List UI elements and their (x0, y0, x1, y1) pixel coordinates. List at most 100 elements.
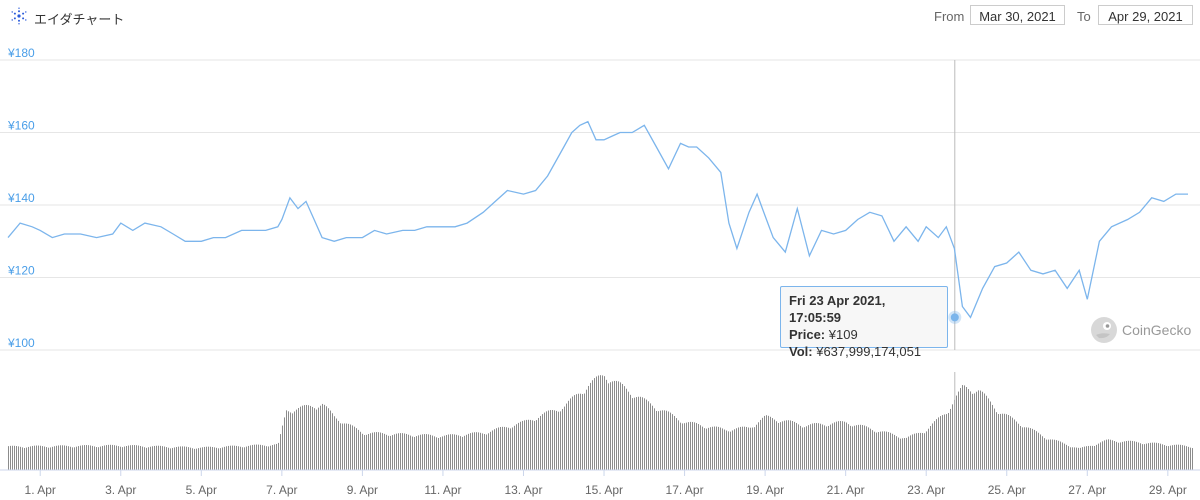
volume-bar (936, 419, 937, 470)
to-date-input[interactable]: Apr 29, 2021 (1098, 5, 1193, 25)
volume-bar (168, 447, 169, 470)
volume-bar (384, 433, 385, 470)
volume-bar (508, 427, 509, 470)
volume-bar (404, 433, 405, 470)
volume-bar (1120, 442, 1121, 470)
volume-bar (540, 415, 541, 470)
volume-bar (462, 436, 463, 470)
volume-bar (526, 419, 527, 470)
volume-bar (766, 415, 767, 470)
volume-bar (582, 393, 583, 470)
from-date-input[interactable]: Mar 30, 2021 (970, 5, 1065, 25)
x-tick-label: 3. Apr (105, 483, 136, 497)
volume-bar (26, 447, 27, 470)
volume-bar (1078, 447, 1079, 470)
volume-bar (82, 445, 83, 470)
volume-bar (606, 379, 607, 470)
volume-bar (780, 422, 781, 470)
volume-bar (684, 423, 685, 470)
volume-bar (852, 426, 853, 470)
volume-bar (718, 426, 719, 470)
volume-bar (616, 380, 617, 470)
volume-bar (10, 445, 11, 470)
tooltip-vol-label: Vol: (789, 344, 813, 359)
volume-bar (1044, 438, 1045, 470)
coingecko-credit[interactable]: CoinGecko (1090, 316, 1191, 344)
volume-bar (588, 385, 589, 470)
volume-bar (288, 411, 289, 470)
volume-bar (1024, 427, 1025, 470)
volume-bar (328, 408, 329, 470)
volume-bar (1020, 426, 1021, 470)
volume-bar (1004, 413, 1005, 470)
x-tick-label: 9. Apr (347, 483, 378, 497)
volume-bar (396, 433, 397, 470)
volume-bar (506, 427, 507, 470)
volume-bar (1088, 445, 1089, 470)
volume-bar (154, 445, 155, 470)
volume-bar (1076, 447, 1077, 470)
volume-bar (602, 375, 603, 470)
volume-bar (454, 434, 455, 470)
volume-bar (1074, 447, 1075, 470)
volume-bar (266, 446, 267, 470)
volume-bar (152, 446, 153, 470)
price-series-line[interactable] (7, 120, 1188, 319)
volume-bar (34, 445, 35, 470)
volume-bar (728, 431, 729, 470)
volume-bar (984, 393, 985, 470)
volume-bar (280, 434, 281, 470)
volume-bar (554, 410, 555, 470)
volume-bar (704, 428, 705, 470)
to-label: To (1077, 9, 1091, 24)
volume-bar (498, 427, 499, 470)
volume-bar (528, 419, 529, 470)
volume-bar (836, 421, 837, 470)
volume-bar (764, 415, 765, 470)
volume-bar (278, 442, 279, 470)
volume-bar (1082, 447, 1083, 470)
volume-bar (16, 446, 17, 470)
volume-bar (340, 423, 341, 470)
volume-bar (256, 444, 257, 470)
volume-bar (314, 408, 315, 470)
volume-bar (686, 422, 687, 470)
volume-bar (1164, 445, 1165, 470)
volume-bar (132, 445, 133, 470)
volume-bar (326, 406, 327, 470)
volume-bar (242, 447, 243, 470)
volume-bar (886, 431, 887, 470)
volume-bar (798, 424, 799, 470)
volume-bar (960, 388, 961, 470)
volume-bar (468, 433, 469, 470)
volume-bar (994, 408, 995, 470)
volume-bar (262, 445, 263, 470)
volume-bar (660, 410, 661, 470)
volume-bar (898, 437, 899, 470)
volume-bar (432, 435, 433, 470)
volume-bar (1066, 444, 1067, 470)
volume-bar (24, 447, 25, 470)
volume-bar (596, 376, 597, 470)
volume-bar (758, 422, 759, 470)
volume-bar (382, 433, 383, 470)
volume-bar (1162, 444, 1163, 470)
volume-bar (998, 414, 999, 470)
volume-bar (830, 424, 831, 470)
volume-bar (1056, 440, 1057, 470)
volume-bar (968, 389, 969, 470)
volume-bar (30, 446, 31, 470)
volume-bar (64, 445, 65, 470)
volume-bar (714, 426, 715, 470)
volume-bar (656, 410, 657, 470)
volume-bar (774, 419, 775, 470)
volume-bar (360, 431, 361, 470)
volume-bar (1178, 444, 1179, 470)
volume-bar (258, 444, 259, 470)
volume-bar (878, 432, 879, 470)
volume-bar (518, 422, 519, 470)
from-label: From (934, 9, 965, 24)
volume-bar (740, 426, 741, 470)
volume-bar (330, 410, 331, 470)
